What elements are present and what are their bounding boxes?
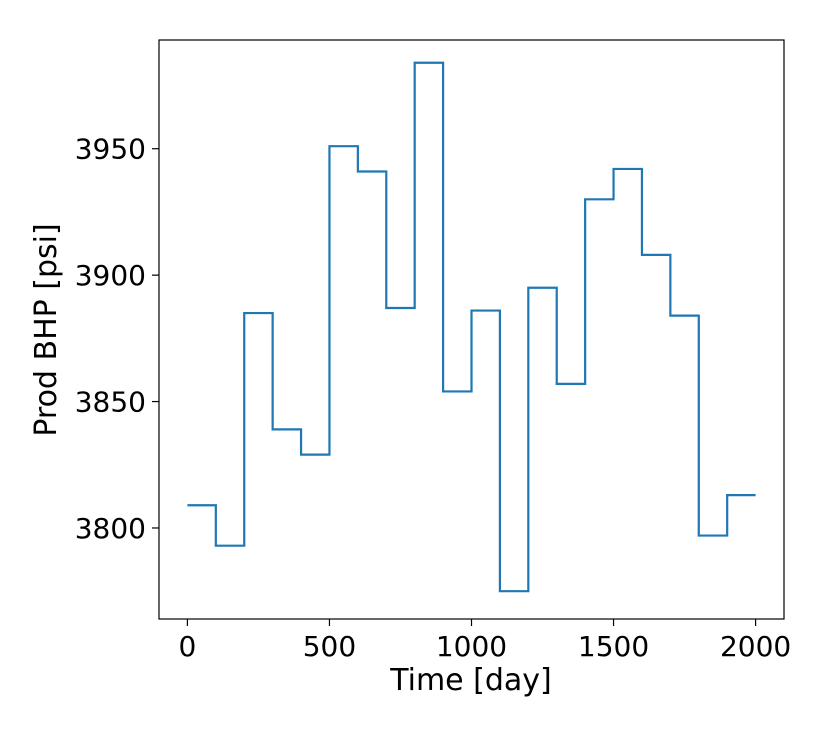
series-line-0 [187,61,756,593]
y-tick-label: 3850 [75,386,146,419]
y-tick-label: 3950 [75,133,146,166]
x-tick-label: 1000 [436,630,507,663]
y-tick-label: 3900 [75,259,146,292]
x-tick-label: 2000 [720,630,791,663]
axis-ticks: 0 500 1000 1500 2000 3800 3850 3900 3950 [75,133,791,663]
x-axis-label: Time [day] [389,663,552,698]
y-tick-label: 3800 [75,512,146,545]
x-tick-label: 0 [178,630,196,663]
y-axis-label: Prod BHP [psi] [29,223,64,436]
plot-area [158,39,785,620]
x-tick-label: 1500 [578,630,649,663]
x-tick-label: 500 [303,630,356,663]
